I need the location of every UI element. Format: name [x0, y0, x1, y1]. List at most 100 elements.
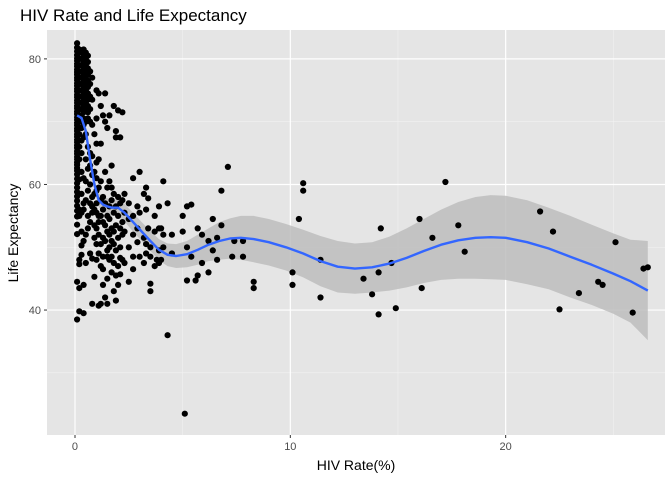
data-point	[80, 206, 87, 213]
data-point	[121, 190, 128, 197]
data-point	[164, 332, 171, 339]
data-point	[80, 237, 87, 245]
data-point	[84, 225, 91, 232]
data-point	[160, 178, 167, 185]
data-point	[130, 212, 137, 219]
data-point	[612, 239, 619, 246]
data-point	[214, 234, 221, 241]
data-point	[99, 112, 107, 119]
data-point	[108, 197, 115, 204]
data-point	[104, 275, 111, 282]
data-point	[143, 184, 150, 191]
data-point	[442, 178, 449, 186]
data-point	[140, 190, 147, 197]
data-point	[102, 118, 109, 125]
data-point	[130, 175, 137, 182]
data-point	[106, 231, 113, 238]
data-point	[377, 225, 384, 232]
data-point	[179, 212, 186, 219]
data-point	[143, 250, 150, 257]
data-point	[110, 102, 117, 110]
x-tick-label: 0	[72, 441, 78, 453]
data-point	[93, 200, 100, 207]
data-point	[218, 222, 225, 229]
data-point	[145, 225, 152, 232]
data-point	[93, 115, 100, 122]
data-point	[80, 310, 87, 317]
data-point	[143, 206, 150, 213]
data-point	[214, 256, 221, 263]
data-point	[250, 278, 257, 285]
data-point	[104, 184, 111, 191]
data-point	[82, 259, 89, 267]
data-point	[106, 244, 113, 251]
data-point	[595, 278, 602, 285]
data-point	[87, 250, 94, 257]
data-point	[181, 410, 188, 417]
data-point	[89, 74, 96, 81]
data-point	[295, 215, 302, 223]
minor-gridlines	[47, 30, 665, 435]
data-point	[375, 269, 382, 276]
data-point	[99, 281, 107, 288]
data-point	[136, 168, 143, 175]
data-point	[112, 222, 119, 229]
data-point	[134, 239, 141, 246]
data-point	[160, 244, 167, 251]
data-point	[78, 251, 85, 258]
data-point	[74, 278, 81, 285]
data-point	[87, 219, 94, 226]
data-point	[108, 253, 115, 260]
data-point	[239, 253, 247, 260]
data-point	[74, 197, 81, 204]
data-point	[112, 134, 119, 141]
data-point	[99, 206, 107, 213]
data-point	[125, 278, 132, 285]
data-point	[300, 187, 307, 194]
data-point	[143, 241, 150, 248]
data-point	[147, 280, 154, 287]
data-point	[106, 215, 113, 223]
data-point	[300, 180, 307, 187]
data-point	[87, 106, 94, 113]
confidence-ribbon	[77, 109, 648, 341]
data-point	[84, 212, 91, 219]
data-point	[78, 150, 85, 157]
data-point	[108, 184, 115, 191]
data-point	[102, 168, 109, 175]
data-point	[78, 228, 85, 235]
data-point	[629, 309, 636, 316]
data-point	[115, 263, 122, 270]
y-tick-label: 80	[29, 54, 41, 66]
data-point	[392, 305, 399, 312]
data-point	[110, 209, 117, 216]
data-point	[455, 222, 462, 229]
data-point	[115, 212, 122, 219]
data-point	[82, 178, 89, 185]
data-point	[102, 237, 109, 245]
y-axis-title: Life Expectancy	[5, 184, 21, 283]
data-point	[250, 285, 257, 292]
data-point	[192, 277, 199, 284]
data-point	[99, 266, 107, 273]
data-point	[82, 156, 89, 163]
data-point	[205, 237, 212, 245]
data-point	[147, 288, 154, 295]
data-point	[108, 269, 115, 276]
data-point	[130, 266, 137, 273]
data-point	[239, 237, 247, 245]
chart-title: HIV Rate and Life Expectancy	[20, 6, 247, 25]
data-point	[119, 109, 126, 116]
data-point	[102, 294, 109, 301]
data-point	[82, 197, 89, 204]
data-point	[97, 102, 104, 110]
smooth-line	[76, 114, 649, 292]
data-point	[76, 143, 83, 150]
data-point	[97, 140, 104, 147]
data-point	[130, 253, 137, 260]
data-point	[218, 187, 225, 194]
data-point	[599, 281, 606, 288]
data-point	[93, 256, 100, 263]
data-point	[95, 231, 102, 238]
